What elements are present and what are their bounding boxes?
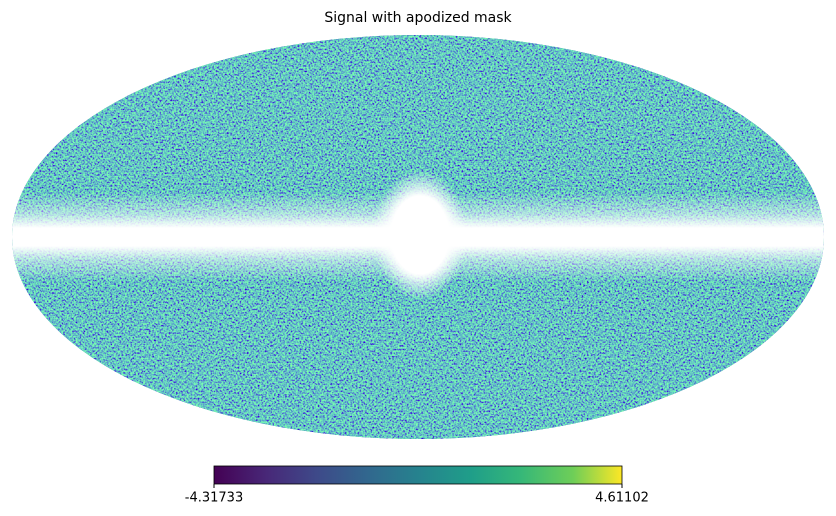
- chart-title: Signal with apodized mask: [324, 10, 512, 26]
- colorbar-tick-label: 4.61102: [595, 491, 649, 506]
- sky-map: [12, 35, 824, 439]
- colorbar: [213, 465, 623, 485]
- colorbar-tick-label: -4.31733: [185, 491, 243, 506]
